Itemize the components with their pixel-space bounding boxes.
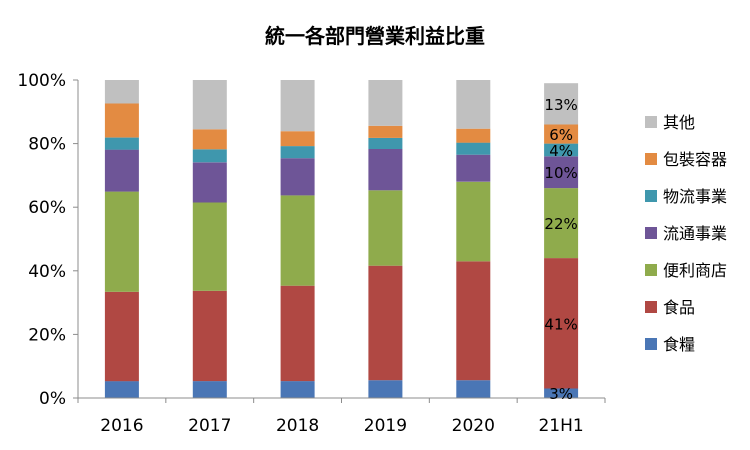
axes-group: 0% 20% 40% 60% 80% 100% 2016 2017 2018 2019 2020 21… <box>17 71 606 436</box>
x-tick-label-2019: 2019 <box>364 416 407 436</box>
bar-segment-2019-5 <box>368 125 403 138</box>
y-tick-label-1: 20% <box>28 325 66 345</box>
bar-segment-2017-0 <box>192 381 227 398</box>
legend-swatch-4 <box>645 264 657 276</box>
bar-segment-2020-1 <box>456 261 491 381</box>
bar-segment-2020-6 <box>456 80 491 129</box>
data-label-6: 13% <box>544 96 577 114</box>
bar-segment-2019-2 <box>368 190 403 266</box>
legend-label-4: 便利商店 <box>663 261 727 280</box>
data-label-5: 6% <box>549 126 573 144</box>
bar-segment-21H1-1 <box>544 258 579 389</box>
bar-segment-2017-5 <box>192 129 227 150</box>
bar-segment-2016-2 <box>104 191 139 292</box>
bar-segment-2018-0 <box>280 381 315 398</box>
bar-segment-2019-4 <box>368 137 403 149</box>
data-label-4: 4% <box>549 142 573 160</box>
data-labels-group: 3% 41% 22% 10% 4%6% 13% <box>544 96 577 403</box>
bar-segment-2019-1 <box>368 265 403 381</box>
legend-label-5: 食品 <box>663 298 695 317</box>
bar-segment-2017-2 <box>192 202 227 291</box>
bar-segment-21H1-2 <box>544 188 579 259</box>
bar-segment-21H1-6 <box>544 83 579 125</box>
bar-segment-2018-6 <box>280 80 315 132</box>
bar-segment-2019-0 <box>368 380 403 398</box>
bar-segment-2020-4 <box>456 142 491 155</box>
y-tick-label-3: 60% <box>28 198 66 218</box>
bar-segment-2017-6 <box>192 80 227 130</box>
y-tick-label-4: 80% <box>28 135 66 155</box>
bar-segment-2016-5 <box>104 103 139 138</box>
legend-label-2: 物流事業 <box>663 187 727 206</box>
legend-label-3: 流通事業 <box>663 224 727 243</box>
bar-segment-2016-3 <box>104 149 139 192</box>
bar-segment-21H1-0 <box>544 388 579 398</box>
bar-segment-2019-6 <box>368 80 403 126</box>
legend-swatch-5 <box>645 301 657 313</box>
y-tick-label-5: 100% <box>17 71 66 91</box>
bar-segment-2018-2 <box>280 195 315 286</box>
bar-segment-2020-5 <box>456 128 491 143</box>
legend-label-6: 食糧 <box>663 335 695 354</box>
bar-segment-2016-6 <box>104 80 139 104</box>
bar-segment-21H1-5 <box>544 124 579 144</box>
legend-swatch-2 <box>645 190 657 202</box>
bar-segment-21H1-4 <box>544 143 579 157</box>
bar-segment-2019-3 <box>368 149 403 191</box>
y-tick-label-2: 40% <box>28 262 66 282</box>
data-label-3: 10% <box>544 164 577 182</box>
bar-segment-2016-4 <box>104 137 139 150</box>
legend-swatch-1 <box>645 153 657 165</box>
x-tick-label-2017: 2017 <box>188 416 231 436</box>
bar-segment-2017-3 <box>192 162 227 203</box>
legend-label-1: 包裝容器 <box>663 150 727 169</box>
bar-segment-2017-4 <box>192 149 227 163</box>
bar-segment-2018-1 <box>280 285 315 382</box>
bar-segment-2016-0 <box>104 381 139 398</box>
bar-segment-2018-3 <box>280 158 315 196</box>
x-tick-label-2018: 2018 <box>276 416 319 436</box>
bar-segment-2020-0 <box>456 380 491 398</box>
bars-group <box>104 80 579 398</box>
legend-swatch-6 <box>645 338 657 350</box>
bar-segment-2017-1 <box>192 290 227 382</box>
bar-segment-2018-5 <box>280 131 315 147</box>
chart-title: 統一各部門營業利益比重 <box>265 24 485 48</box>
x-tick-label-2020: 2020 <box>452 416 495 436</box>
data-label-0: 3% <box>549 385 573 403</box>
x-tick-label-21H1: 21H1 <box>538 416 583 436</box>
legend-swatch-3 <box>645 227 657 239</box>
legend-swatch-0 <box>645 116 657 128</box>
y-tick-label-0: 0% <box>39 389 66 409</box>
bar-segment-2016-1 <box>104 291 139 382</box>
legend-label-0: 其他 <box>663 113 695 132</box>
data-label-1: 41% <box>544 315 577 333</box>
x-tick-label-2016: 2016 <box>100 416 143 436</box>
data-label-2: 22% <box>544 215 577 233</box>
bar-segment-2020-3 <box>456 154 491 182</box>
bar-segment-2018-4 <box>280 146 315 159</box>
bar-segment-21H1-3 <box>544 156 579 189</box>
bar-segment-2020-2 <box>456 181 491 262</box>
